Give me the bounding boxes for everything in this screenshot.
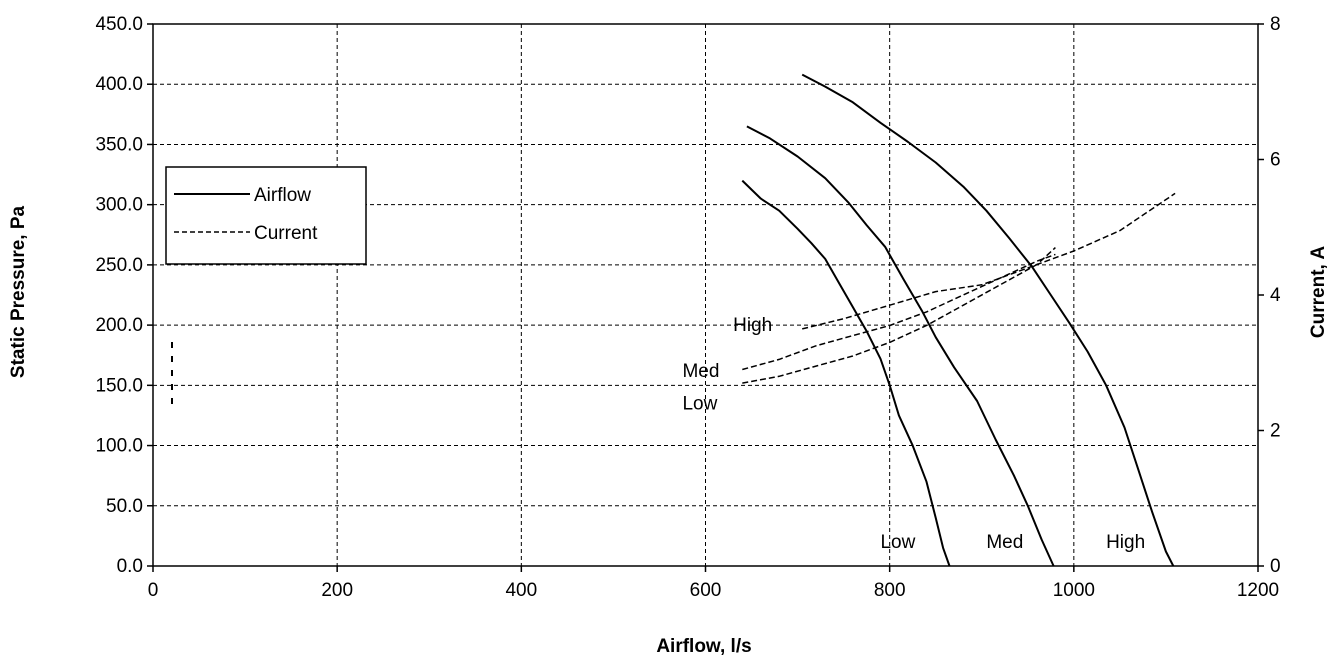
secondary-y-axis-ticks: 0 2 4 6 8 — [1258, 14, 1281, 577]
legend-entry-current: Current — [254, 223, 318, 244]
y-tick-label: 250.0 — [95, 255, 143, 276]
y2-tick-label: 6 — [1270, 150, 1281, 171]
y-axis-ticks: 0.0 50.0 100.0 150.0 200.0 250.0 300.0 350.0 400… — [95, 14, 153, 577]
x-tick-label: 400 — [505, 580, 537, 601]
x-tick-label: 600 — [690, 580, 722, 601]
y-tick-label: 150.0 — [95, 375, 143, 396]
curve-label-low: Low — [682, 393, 717, 414]
x-axis-ticks: 0 200 400 600 800 1000 1200 — [148, 566, 1279, 601]
current-high-line — [802, 192, 1176, 330]
airflow-med-line — [746, 125, 1055, 567]
secondary-y-axis-title: Current, A — [1308, 246, 1329, 338]
plot-area-frame — [152, 23, 1259, 567]
y-tick-label: 50.0 — [106, 496, 143, 517]
curve-label-med: Med — [986, 532, 1023, 553]
y-tick-label: 400.0 — [95, 74, 143, 95]
legend-box — [165, 166, 367, 265]
current-med-line — [742, 253, 1056, 371]
x-tick-label: 200 — [321, 580, 353, 601]
curve-label-high: High — [1106, 532, 1145, 553]
x-axis-title: Airflow, l/s — [656, 636, 751, 657]
x-tick-label: 0 — [148, 580, 159, 601]
legend-entry-airflow: Airflow — [254, 185, 311, 206]
y-tick-label: 200.0 — [95, 315, 143, 336]
y2-tick-label: 0 — [1270, 556, 1281, 577]
airflow-low-line — [741, 179, 951, 567]
y-tick-label: 450.0 — [95, 14, 143, 35]
legend: Airflow Current — [165, 166, 367, 265]
y-tick-label: 0.0 — [117, 556, 143, 577]
current-low-line — [742, 247, 1056, 384]
curve-label-low: Low — [880, 532, 915, 553]
x-tick-label: 1000 — [1053, 580, 1095, 601]
y-tick-label: 100.0 — [95, 436, 143, 457]
x-tick-label: 800 — [874, 580, 906, 601]
airflow-high-line — [801, 73, 1175, 567]
grid — [153, 24, 1258, 566]
y2-tick-label: 4 — [1270, 285, 1281, 306]
y-axis-title: Static Pressure, Pa — [8, 205, 29, 378]
curve-annotations: High Med Low Low Med High — [682, 315, 1145, 553]
series-lines — [741, 73, 1176, 567]
y-tick-label: 300.0 — [95, 195, 143, 216]
y-tick-label: 350.0 — [95, 134, 143, 155]
curve-label-high: High — [733, 315, 772, 336]
x-tick-label: 1200 — [1237, 580, 1279, 601]
y2-tick-label: 2 — [1270, 421, 1281, 442]
y2-tick-label: 8 — [1270, 14, 1281, 35]
curve-label-med: Med — [682, 361, 719, 382]
